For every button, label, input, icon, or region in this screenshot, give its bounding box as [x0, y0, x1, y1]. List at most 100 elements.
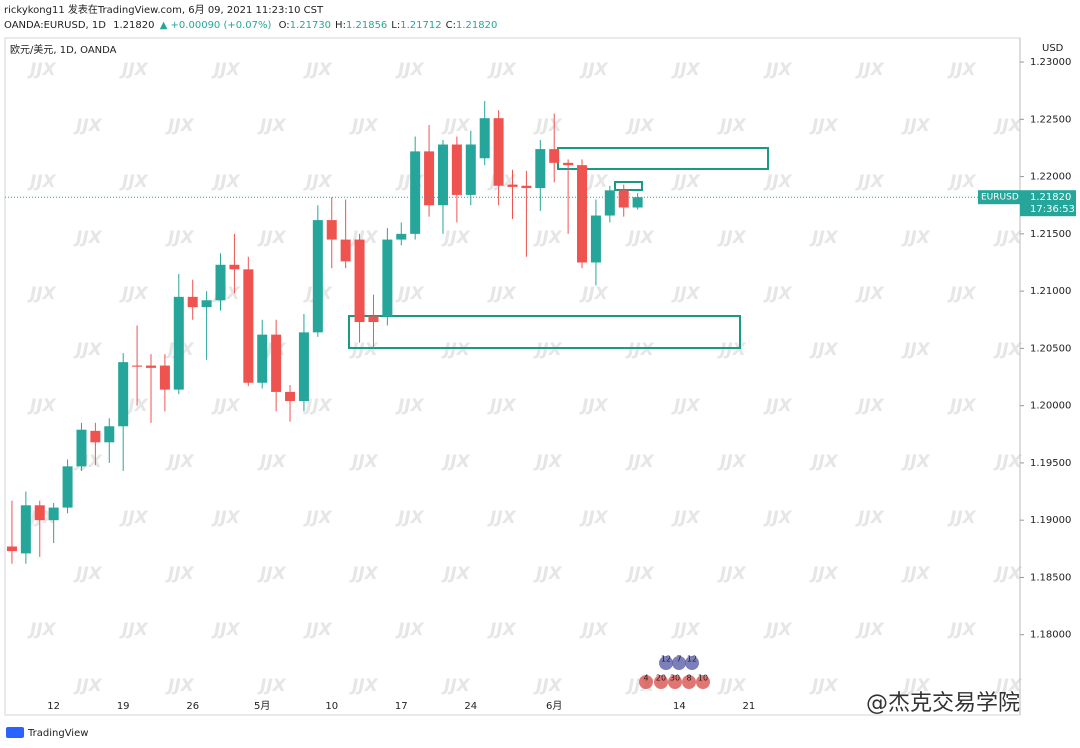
event-count: 12	[661, 655, 671, 664]
change: ▲ +0.00090 (+0.07%)	[160, 20, 272, 31]
watermark: JJX	[487, 508, 517, 528]
watermark: JJX	[119, 60, 149, 80]
y-tick-label: 1.21500	[1030, 229, 1071, 240]
watermark: JJX	[901, 676, 931, 696]
watermark: JJX	[257, 228, 287, 248]
small-zone	[614, 181, 643, 191]
body	[271, 334, 282, 392]
body	[104, 426, 115, 443]
watermark: JJX	[855, 172, 885, 192]
body	[90, 430, 101, 443]
watermark: JJX	[257, 116, 287, 136]
watermark: JJX	[211, 508, 241, 528]
body	[340, 239, 351, 262]
y-tick-label: 1.20500	[1030, 343, 1071, 354]
watermark: JJX	[625, 228, 655, 248]
watermark: JJX	[947, 60, 977, 80]
watermark: JJX	[625, 564, 655, 584]
watermark: JJX	[27, 172, 57, 192]
watermark: JJX	[349, 564, 379, 584]
x-tick-label: 26	[186, 701, 199, 712]
body	[243, 269, 254, 383]
y-tick-label: 1.20000	[1030, 401, 1071, 412]
watermark: JJX	[533, 116, 563, 136]
event-count: 20	[656, 674, 666, 683]
body	[118, 362, 129, 427]
watermark: JJX	[165, 564, 195, 584]
watermark: JJX	[119, 284, 149, 304]
brand-logo	[6, 727, 24, 738]
watermark: JJX	[165, 676, 195, 696]
watermark: JJX	[533, 452, 563, 472]
watermark: JJX	[73, 228, 103, 248]
watermarks: JJX JJX JJX JJX JJX JJX JJX JJX JJX JJX JJX JJX JJX J…	[27, 60, 1023, 696]
watermark: JJX	[763, 60, 793, 80]
ohlc-label: H:	[335, 20, 346, 31]
x-tick-label: 17	[395, 701, 408, 712]
watermark: JJX	[441, 116, 471, 136]
watermark: JJX	[303, 508, 333, 528]
watermark: JJX	[73, 564, 103, 584]
support-zone	[348, 315, 741, 349]
watermark: JJX	[855, 620, 885, 640]
body	[410, 151, 421, 234]
watermark: JJX	[211, 60, 241, 80]
brand-name: TradingView	[27, 728, 88, 739]
x-tick-label: 24	[464, 701, 477, 712]
y-tick-label: 1.21000	[1030, 286, 1071, 297]
watermark: JJX	[257, 452, 287, 472]
watermark: JJX	[579, 60, 609, 80]
body	[145, 365, 156, 368]
body	[479, 118, 490, 159]
watermark: JJX	[487, 620, 517, 640]
body	[34, 505, 45, 521]
watermark: JJX	[671, 508, 701, 528]
watermark: JJX	[211, 396, 241, 416]
watermark: JJX	[441, 340, 471, 360]
watermark: JJX	[487, 284, 517, 304]
watermark: JJX	[27, 284, 57, 304]
x-tick-label: 19	[117, 701, 130, 712]
watermark: JJX	[625, 452, 655, 472]
watermark: JJX	[855, 284, 885, 304]
ohlc-value: 1.21712	[400, 20, 441, 31]
event-count: 30	[670, 674, 680, 683]
body	[76, 429, 87, 467]
body	[437, 144, 448, 206]
body	[173, 296, 184, 390]
chart-title: 欧元/美元, 1D, OANDA	[10, 43, 117, 56]
watermark: JJX	[809, 116, 839, 136]
watermark: JJX	[27, 620, 57, 640]
body	[285, 391, 296, 402]
watermark: JJX	[487, 396, 517, 416]
body	[354, 239, 365, 323]
symbol-tag-box	[978, 190, 1020, 205]
body	[48, 507, 59, 521]
watermark: JJX	[993, 676, 1023, 696]
watermark: JJX	[809, 564, 839, 584]
watermark: JJX	[73, 116, 103, 136]
watermark: JJX	[441, 452, 471, 472]
watermark: JJX	[993, 452, 1023, 472]
watermark: JJX	[763, 620, 793, 640]
watermark: JJX	[73, 340, 103, 360]
event-icon	[659, 656, 673, 670]
watermark: JJX	[211, 620, 241, 640]
body	[6, 546, 17, 552]
y-tick-label: 1.23000	[1030, 57, 1071, 68]
watermark: JJX	[993, 564, 1023, 584]
body	[20, 505, 31, 554]
watermark: JJX	[303, 60, 333, 80]
y-tick-label: 1.18000	[1030, 630, 1071, 641]
watermark: JJX	[533, 564, 563, 584]
x-tick-label: 12	[47, 701, 60, 712]
body	[424, 151, 435, 206]
body	[535, 149, 546, 189]
watermark: JJX	[349, 116, 379, 136]
symbol-tag: EURUSD	[981, 193, 1019, 203]
event-count: 10	[698, 674, 708, 683]
watermark: JJX	[349, 340, 379, 360]
body	[215, 264, 226, 301]
body	[312, 220, 323, 333]
body	[298, 332, 309, 402]
